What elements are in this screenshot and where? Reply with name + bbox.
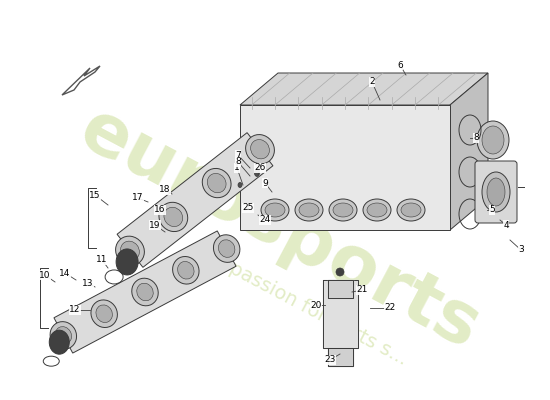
Text: 2: 2: [369, 78, 375, 86]
Text: 5: 5: [489, 206, 495, 214]
Ellipse shape: [116, 236, 145, 266]
Text: 3: 3: [518, 246, 524, 254]
Polygon shape: [328, 348, 353, 366]
Text: 23: 23: [324, 356, 336, 364]
Text: 15: 15: [89, 190, 101, 200]
Text: 18: 18: [160, 186, 170, 194]
Ellipse shape: [91, 300, 117, 328]
Ellipse shape: [159, 202, 188, 232]
Ellipse shape: [116, 249, 138, 275]
Ellipse shape: [137, 283, 153, 301]
Ellipse shape: [164, 207, 183, 226]
Text: a passion for parts s...: a passion for parts s...: [210, 251, 410, 369]
Text: 8: 8: [473, 134, 479, 142]
Text: 1: 1: [234, 164, 240, 172]
Polygon shape: [240, 105, 450, 230]
Ellipse shape: [132, 278, 158, 306]
Ellipse shape: [96, 305, 112, 322]
Ellipse shape: [487, 178, 505, 206]
Ellipse shape: [120, 241, 139, 260]
Ellipse shape: [329, 199, 357, 221]
Polygon shape: [450, 73, 488, 230]
Ellipse shape: [477, 121, 509, 159]
Ellipse shape: [261, 199, 289, 221]
Text: 22: 22: [384, 304, 395, 312]
Ellipse shape: [178, 262, 194, 279]
Text: eurosports: eurosports: [68, 96, 492, 364]
Ellipse shape: [218, 240, 235, 257]
Ellipse shape: [299, 203, 319, 217]
Text: 10: 10: [39, 270, 51, 280]
Ellipse shape: [213, 235, 240, 262]
Ellipse shape: [397, 199, 425, 221]
Text: 13: 13: [82, 278, 94, 288]
Ellipse shape: [202, 168, 231, 198]
Ellipse shape: [55, 327, 72, 344]
Ellipse shape: [251, 140, 270, 159]
Ellipse shape: [336, 268, 344, 276]
Ellipse shape: [482, 126, 504, 154]
Ellipse shape: [482, 172, 510, 212]
Text: 21: 21: [356, 286, 368, 294]
Ellipse shape: [50, 322, 76, 349]
Text: 20: 20: [310, 300, 322, 310]
Ellipse shape: [246, 134, 274, 164]
Text: 25: 25: [243, 204, 254, 212]
Polygon shape: [240, 73, 488, 105]
Ellipse shape: [255, 170, 260, 176]
Text: 6: 6: [397, 60, 403, 70]
Text: 4: 4: [503, 220, 509, 230]
Polygon shape: [323, 280, 358, 348]
Text: 24: 24: [260, 216, 271, 224]
Ellipse shape: [50, 330, 69, 354]
Text: 9: 9: [262, 178, 268, 188]
FancyBboxPatch shape: [475, 161, 517, 223]
Polygon shape: [328, 280, 353, 298]
Text: 8: 8: [235, 158, 241, 166]
Ellipse shape: [295, 199, 323, 221]
Text: 17: 17: [132, 194, 144, 202]
Ellipse shape: [207, 174, 226, 193]
Ellipse shape: [238, 182, 242, 188]
Text: 12: 12: [69, 306, 81, 314]
Text: 7: 7: [235, 150, 241, 160]
Ellipse shape: [367, 203, 387, 217]
Text: 14: 14: [59, 268, 71, 278]
Text: 16: 16: [154, 206, 166, 214]
Ellipse shape: [401, 203, 421, 217]
Text: 26: 26: [254, 164, 266, 172]
Ellipse shape: [333, 203, 353, 217]
Text: 11: 11: [96, 256, 108, 264]
Ellipse shape: [173, 256, 199, 284]
Polygon shape: [54, 231, 236, 353]
Ellipse shape: [265, 203, 285, 217]
Polygon shape: [117, 133, 273, 267]
Ellipse shape: [363, 199, 391, 221]
Text: 19: 19: [149, 220, 161, 230]
